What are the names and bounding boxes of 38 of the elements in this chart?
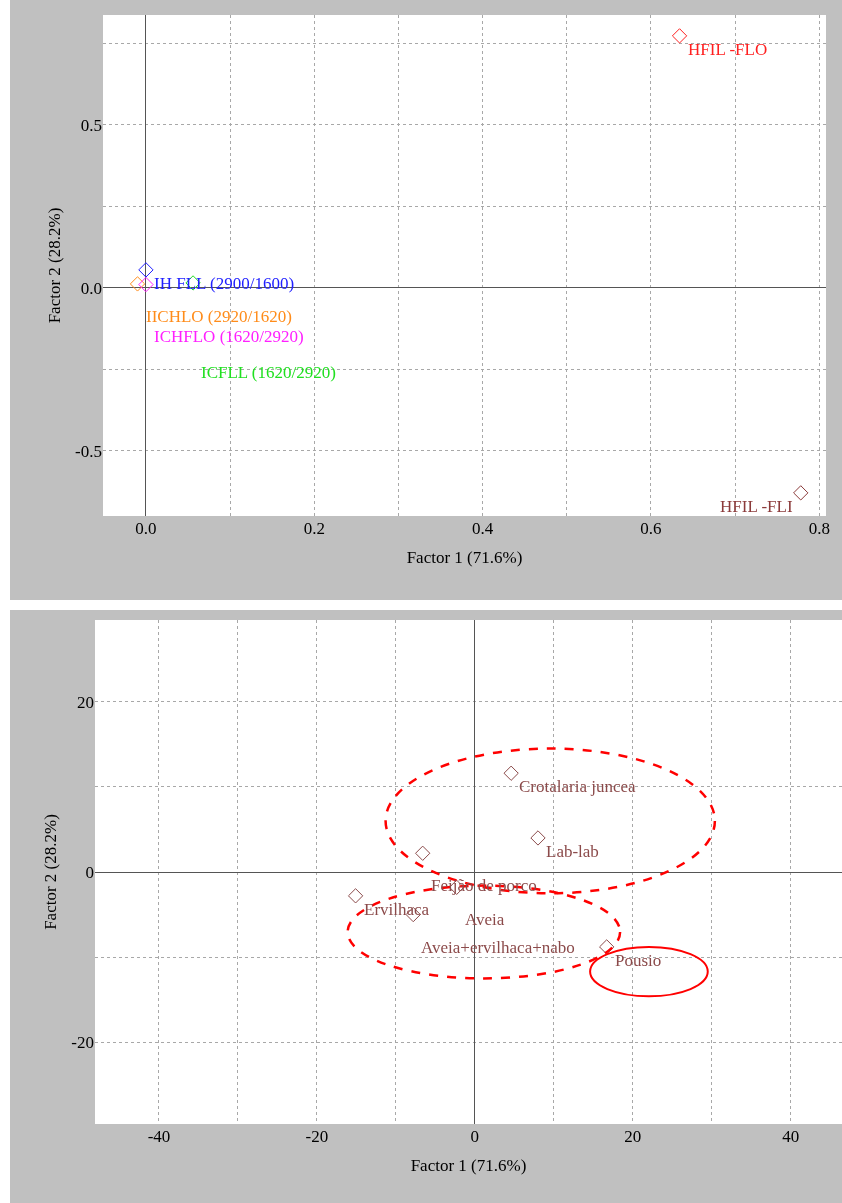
- x-tick-label: -40: [147, 1127, 171, 1146]
- x-axis-title: Factor 1 (71.6%): [406, 548, 523, 568]
- x-axis-title: Factor 1 (71.6%): [410, 1156, 527, 1176]
- point: [793, 485, 809, 501]
- point: [415, 845, 431, 861]
- series-label: IICHLO (2920/1620): [146, 307, 292, 326]
- y-tick-label: 0: [85, 862, 94, 882]
- x-tick-label: 0: [470, 1127, 480, 1146]
- point: [138, 262, 154, 278]
- y-axis-title: Factor 2 (28.2%): [40, 814, 60, 930]
- point: [530, 830, 546, 846]
- text: ICHFLO (1620/2920): [154, 327, 304, 346]
- point: [138, 276, 154, 293]
- point: [347, 888, 364, 904]
- x-tick-label: 0.8: [808, 519, 830, 538]
- y-axis-title: Factor 2 (28.2%): [44, 207, 64, 324]
- y-tick-label: 0.0: [80, 278, 102, 298]
- x-tick-label: 0.4: [471, 519, 494, 538]
- x-tick-label: 0.0: [135, 519, 157, 538]
- x-tick-label: 40: [782, 1127, 800, 1146]
- y-tick-label: -20: [71, 1033, 94, 1053]
- x-tick-label: 0.6: [640, 519, 662, 538]
- series-label: Lab-lab: [546, 842, 599, 861]
- x-tick-label: 0.2: [303, 519, 325, 538]
- point: [503, 765, 519, 781]
- y-tick-label: -0.5: [75, 441, 102, 461]
- text: ICFLL (1620/2920): [201, 363, 336, 382]
- point: [129, 276, 146, 292]
- y-tick-label: 20: [77, 692, 94, 712]
- point: [671, 28, 688, 44]
- series-label: HFIL -FLO: [688, 40, 768, 59]
- series-label: HFIL -FLI: [720, 497, 793, 516]
- series-label: Pousio: [615, 951, 662, 970]
- y-tick-label: 0.5: [80, 115, 102, 135]
- x-tick-label: -20: [305, 1127, 329, 1146]
- point: [599, 939, 615, 955]
- series-label: Crotalaria juncea: [519, 777, 637, 796]
- x-tick-label: 20: [624, 1127, 642, 1146]
